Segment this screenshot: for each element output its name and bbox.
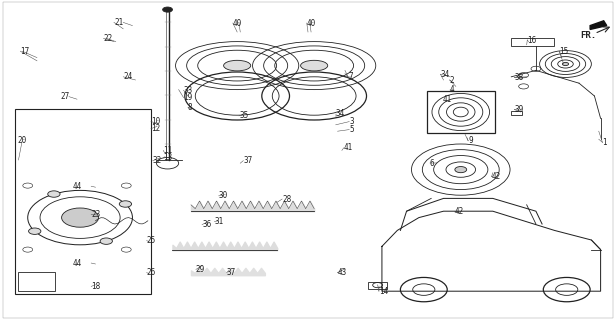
Text: 31: 31	[214, 217, 224, 226]
Text: 21: 21	[114, 18, 123, 27]
Text: 25: 25	[147, 236, 156, 245]
Circle shape	[62, 208, 99, 227]
Text: 6: 6	[430, 159, 435, 168]
Text: 14: 14	[379, 287, 388, 296]
Text: 41: 41	[442, 95, 452, 104]
Text: 37: 37	[227, 268, 236, 277]
Ellipse shape	[224, 60, 251, 71]
Circle shape	[455, 166, 467, 173]
Text: 42: 42	[455, 207, 464, 216]
Text: 29: 29	[196, 265, 205, 274]
Text: 41: 41	[344, 143, 353, 152]
Text: 33: 33	[184, 86, 193, 95]
Bar	[15, 109, 151, 294]
Text: 22: 22	[103, 34, 113, 43]
Ellipse shape	[301, 60, 328, 71]
Text: 32: 32	[153, 156, 162, 165]
Text: FR.: FR.	[580, 31, 596, 40]
Text: 9: 9	[468, 136, 473, 145]
Text: 15: 15	[559, 47, 569, 56]
Text: 36: 36	[202, 220, 211, 229]
Text: 10: 10	[151, 117, 160, 126]
Text: 7: 7	[348, 72, 353, 81]
Circle shape	[48, 191, 60, 197]
Circle shape	[562, 62, 569, 66]
Text: 8: 8	[188, 103, 193, 112]
Bar	[368, 282, 387, 289]
Bar	[511, 38, 554, 46]
Text: 42: 42	[492, 172, 501, 181]
Text: 34: 34	[440, 70, 450, 79]
Text: 26: 26	[147, 268, 156, 277]
Text: 2: 2	[450, 76, 455, 84]
Text: 40: 40	[307, 19, 316, 28]
Bar	[18, 272, 55, 291]
Text: 40: 40	[233, 19, 242, 28]
Text: 44: 44	[73, 182, 82, 191]
Text: 34: 34	[336, 109, 345, 118]
Text: 13: 13	[163, 153, 172, 162]
Text: 18: 18	[91, 282, 100, 291]
Text: 3: 3	[349, 117, 354, 126]
Text: 35: 35	[239, 111, 248, 120]
Text: 16: 16	[527, 36, 537, 44]
Text: 17: 17	[20, 47, 30, 56]
Circle shape	[28, 228, 41, 235]
Text: 19: 19	[184, 93, 193, 102]
Circle shape	[120, 201, 132, 207]
Text: 43: 43	[338, 268, 347, 277]
Circle shape	[163, 7, 172, 12]
Polygon shape	[590, 21, 607, 29]
Text: 20: 20	[17, 136, 26, 145]
Text: 11: 11	[163, 146, 172, 155]
Text: 12: 12	[151, 124, 160, 133]
Text: 30: 30	[219, 191, 228, 200]
Text: 38: 38	[514, 73, 524, 82]
Text: 24: 24	[123, 72, 132, 81]
Bar	[427, 91, 495, 133]
Text: 1: 1	[602, 138, 607, 147]
Text: 5: 5	[349, 125, 354, 134]
Text: 23: 23	[91, 210, 100, 219]
Text: 39: 39	[514, 105, 524, 114]
Text: 27: 27	[60, 92, 70, 101]
Text: 37: 37	[243, 156, 253, 165]
Bar	[511, 111, 522, 115]
Circle shape	[100, 238, 113, 244]
Text: 28: 28	[282, 195, 291, 204]
Text: 4: 4	[450, 85, 455, 94]
Text: 44: 44	[73, 259, 82, 268]
